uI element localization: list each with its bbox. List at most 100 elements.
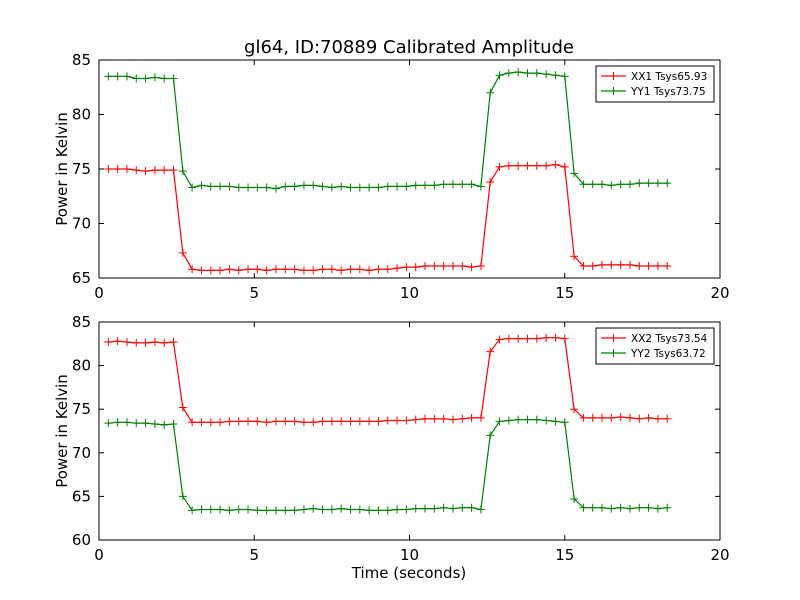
data-point <box>169 74 178 83</box>
data-point <box>122 165 131 173</box>
data-point <box>551 333 560 342</box>
data-point <box>467 503 476 512</box>
data-point <box>178 403 187 412</box>
x-tick-label: 20 <box>710 546 729 564</box>
data-point <box>476 182 485 191</box>
data-point <box>663 262 672 271</box>
data-point <box>150 73 159 82</box>
data-point <box>178 248 187 257</box>
data-point <box>122 72 131 81</box>
data-point <box>458 180 467 189</box>
data-point <box>122 338 131 347</box>
data-point <box>132 338 141 347</box>
data-point <box>448 180 457 189</box>
data-point <box>150 420 159 429</box>
data-point <box>598 503 607 512</box>
data-point <box>346 265 355 274</box>
data-point <box>486 347 495 356</box>
data-point <box>290 265 299 274</box>
data-point <box>160 166 169 175</box>
data-point <box>448 262 457 271</box>
data-point <box>355 265 364 274</box>
data-point <box>318 182 327 191</box>
bottom-plot: 0 5 10 15 20 60 65 70 75 80 85 Power in Kelvin XX2 T… <box>53 313 730 564</box>
data-point <box>393 182 402 191</box>
data-point <box>579 180 588 189</box>
data-point <box>365 266 374 275</box>
data-point <box>532 161 541 170</box>
series-line-1-2 <box>108 71 668 190</box>
data-point <box>588 413 597 422</box>
data-point <box>402 505 411 514</box>
data-point <box>216 266 225 275</box>
data-point <box>197 181 206 190</box>
data-point <box>421 504 430 513</box>
data-point <box>532 69 541 78</box>
data-point <box>448 504 457 513</box>
data-point <box>299 181 308 190</box>
data-point <box>299 266 308 275</box>
legend-box <box>595 65 715 103</box>
data-point <box>365 506 374 515</box>
data-point <box>188 506 197 515</box>
data-point <box>607 260 616 269</box>
data-point <box>318 505 327 514</box>
data-point <box>104 72 113 81</box>
data-point <box>290 182 299 191</box>
legend: XX2 Tsys73.54 YY2 Tsys63.72 <box>595 327 715 365</box>
data-point <box>169 338 178 347</box>
data-point <box>588 262 597 271</box>
data-point <box>281 265 290 274</box>
data-point <box>225 265 234 274</box>
data-point <box>430 504 439 513</box>
data-point <box>448 415 457 424</box>
data-point <box>290 417 299 426</box>
data-point <box>542 161 551 170</box>
x-tick-label: 0 <box>94 546 104 564</box>
data-point <box>653 504 662 513</box>
data-point <box>327 183 336 192</box>
data-point <box>383 182 392 191</box>
data-point <box>635 414 644 423</box>
legend-marker <box>609 87 618 95</box>
data-point <box>188 183 197 192</box>
data-point <box>262 183 271 192</box>
data-point <box>504 161 513 170</box>
data-point <box>262 418 271 427</box>
data-point <box>234 266 243 275</box>
data-point <box>234 417 243 426</box>
data-point <box>607 413 616 422</box>
data-point <box>383 506 392 515</box>
data-point <box>560 334 569 343</box>
data-point <box>197 266 206 275</box>
data-point <box>188 265 197 274</box>
legend-marker <box>609 334 618 342</box>
data-point <box>625 413 634 422</box>
data-point <box>374 417 383 426</box>
data-point <box>402 416 411 425</box>
data-point <box>598 260 607 269</box>
data-point <box>625 180 634 189</box>
data-point <box>635 179 644 188</box>
y-tick-label: 70 <box>72 215 91 233</box>
data-point <box>560 418 569 427</box>
data-point <box>132 166 141 175</box>
chart-title: gl64, ID:70889 Calibrated Amplitude <box>244 37 574 58</box>
data-point <box>653 179 662 188</box>
data-point <box>206 182 215 191</box>
data-point <box>430 181 439 190</box>
data-point <box>616 180 625 189</box>
data-point <box>504 416 513 425</box>
data-point <box>635 262 644 271</box>
data-point <box>337 504 346 513</box>
data-point <box>458 262 467 271</box>
data-point <box>365 417 374 426</box>
data-point <box>132 419 141 428</box>
data-point <box>309 504 318 513</box>
x-tick-label: 20 <box>710 284 729 302</box>
data-point <box>113 337 122 346</box>
data-point <box>393 505 402 514</box>
data-point <box>625 260 634 269</box>
data-point <box>570 252 579 261</box>
data-point <box>616 413 625 422</box>
